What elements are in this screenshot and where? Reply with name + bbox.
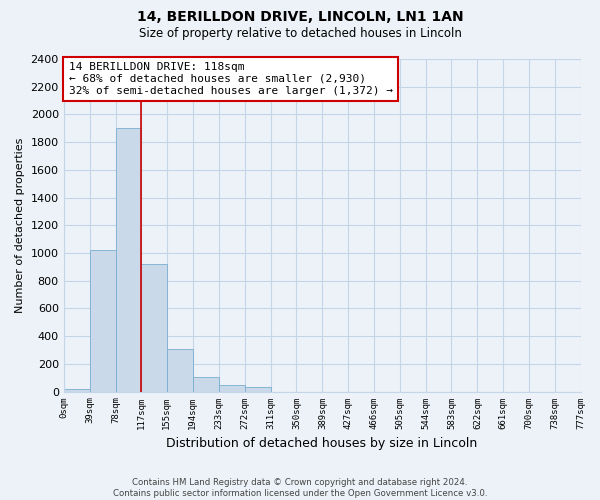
Bar bbox=[218, 384, 245, 392]
Text: 14 BERILLDON DRIVE: 118sqm
← 68% of detached houses are smaller (2,930)
32% of s: 14 BERILLDON DRIVE: 118sqm ← 68% of deta… bbox=[69, 62, 393, 96]
Bar bbox=[64, 389, 89, 392]
Text: Contains HM Land Registry data © Crown copyright and database right 2024.
Contai: Contains HM Land Registry data © Crown c… bbox=[113, 478, 487, 498]
Bar bbox=[245, 388, 271, 392]
Bar bbox=[167, 348, 193, 392]
Text: 14, BERILLDON DRIVE, LINCOLN, LN1 1AN: 14, BERILLDON DRIVE, LINCOLN, LN1 1AN bbox=[137, 10, 463, 24]
X-axis label: Distribution of detached houses by size in Lincoln: Distribution of detached houses by size … bbox=[166, 437, 478, 450]
Text: Size of property relative to detached houses in Lincoln: Size of property relative to detached ho… bbox=[139, 28, 461, 40]
Bar bbox=[116, 128, 142, 392]
Y-axis label: Number of detached properties: Number of detached properties bbox=[15, 138, 25, 313]
Bar bbox=[89, 250, 116, 392]
Bar bbox=[142, 264, 167, 392]
Bar bbox=[193, 377, 218, 392]
